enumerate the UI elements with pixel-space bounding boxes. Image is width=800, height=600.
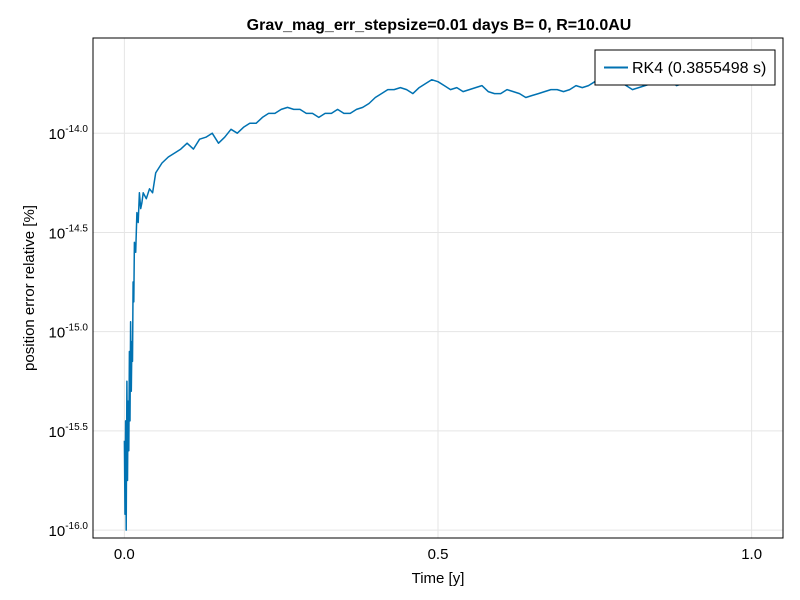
y-tick-label: 10-16.0 [49,521,89,540]
legend-entry-rk4: RK4 (0.3855498 s) [632,60,766,77]
y-tick-label: 10-15.0 [49,323,89,342]
x-tick-label: 0.0 [114,546,135,563]
y-tick-label: 10-14.5 [49,223,89,242]
y-axis-label: position error relative [%] [21,205,38,371]
x-tick-label: 0.5 [428,546,449,563]
series-line-0 [123,78,690,531]
gridlines [93,38,783,538]
series-layer [123,78,690,531]
legend: RK4 (0.3855498 s) [594,49,776,86]
y-tick-label: 10-15.5 [49,422,89,441]
x-axis-label: Time [y] [412,570,465,587]
chart-title: Grav_mag_err_stepsize=0.01 days B= 0, R=… [247,17,632,34]
x-tick-label: 1.0 [741,546,762,563]
plot-frame [92,37,784,539]
x-axis-ticks: 0.0 0.5 1.0 [114,546,762,563]
y-axis-ticks: 10-16.0 10-15.5 10-15.0 10-14.5 10-14.0 [49,124,89,540]
y-tick-label: 10-14.0 [49,124,89,143]
